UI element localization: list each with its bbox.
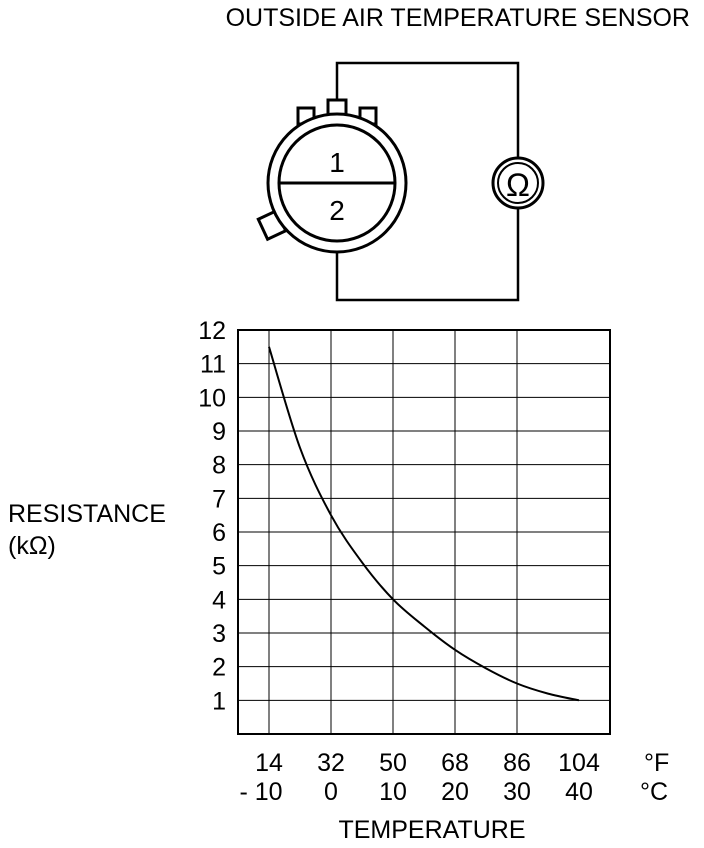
y-tick-label: 5: [212, 553, 226, 581]
chart-grid: [238, 330, 610, 734]
pin-2-label: 2: [329, 195, 345, 226]
y-tick-label: 1: [212, 687, 226, 715]
x-tick-label-f: 50: [379, 749, 407, 777]
x-tick-label-f: 14: [255, 749, 283, 777]
y-tick-label: 9: [212, 418, 226, 446]
wire-top: [335, 61, 520, 158]
x-tick-label-c: - 10: [239, 778, 282, 806]
x-tick-label-f: 68: [441, 749, 469, 777]
y-tick-label: 3: [212, 620, 226, 648]
x-tick-label-c: 30: [503, 778, 531, 806]
ohmmeter: Ω: [491, 156, 545, 210]
ohmmeter-circuit: [335, 61, 520, 302]
diagram-title: OUTSIDE AIR TEMPERATURE SENSOR: [225, 4, 690, 32]
y-tick-label: 6: [212, 519, 226, 547]
wire-bottom: [335, 208, 520, 302]
ohmmeter-inner-circle: [497, 162, 539, 204]
x-unit-fahrenheit: °F: [644, 749, 669, 777]
x-axis-label: TEMPERATURE: [338, 816, 525, 844]
y-tick-label: 8: [212, 452, 226, 480]
y-tick-label: 10: [198, 384, 226, 412]
x-tick-label-c: 0: [324, 778, 338, 806]
x-tick-label-f: 104: [558, 749, 600, 777]
sensor-connector: 1 2: [256, 98, 408, 254]
y-tick-label: 12: [198, 317, 226, 345]
y-tick-label: 11: [200, 351, 226, 379]
y-tick-label: 2: [212, 654, 226, 682]
y-axis-label: RESISTANCE: [8, 500, 166, 528]
chart-frame: [237, 329, 611, 735]
x-tick-label-f: 86: [503, 749, 531, 777]
resistance-curve: [268, 346, 580, 702]
x-unit-celsius: °C: [640, 778, 668, 806]
pin-1-label: 1: [329, 147, 345, 178]
y-tick-label: 7: [212, 485, 226, 513]
x-tick-label-f: 32: [317, 749, 345, 777]
x-tick-label-c: 20: [441, 778, 469, 806]
ohm-icon: Ω: [506, 167, 530, 203]
y-axis-unit: (kΩ): [8, 532, 56, 560]
y-tick-label: 4: [212, 586, 226, 614]
x-tick-label-c: 40: [565, 778, 593, 806]
x-tick-label-c: 10: [379, 778, 407, 806]
